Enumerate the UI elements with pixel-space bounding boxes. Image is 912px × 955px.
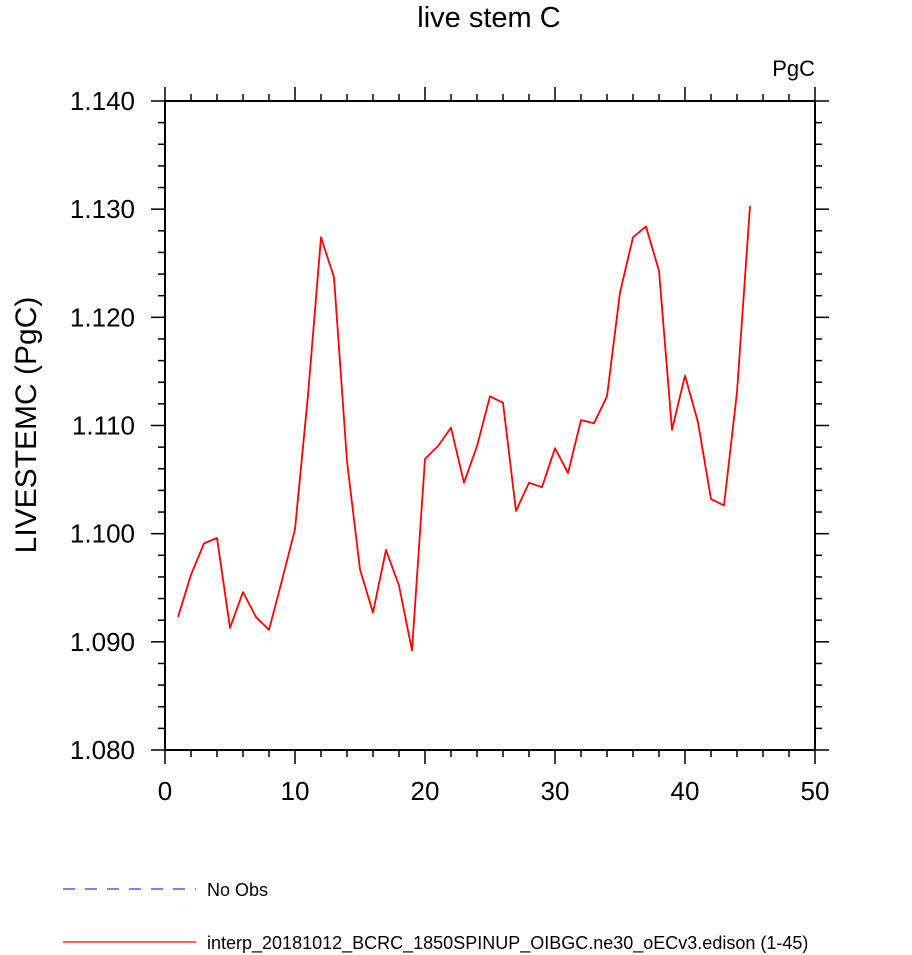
series-line — [177, 205, 751, 652]
legend-label: interp_20181012_BCRC_1850SPINUP_OIBGC.ne… — [207, 933, 808, 954]
x-tick-label: 10 — [281, 776, 310, 806]
y-tick-label: 1.140 — [70, 86, 135, 116]
plot-series — [177, 205, 751, 652]
legend: No Obs interp_20181012_BCRC_1850SPINUP_OI… — [63, 880, 808, 954]
y-tick-label: 1.120 — [70, 302, 135, 332]
x-tick-label: 40 — [671, 776, 700, 806]
axis-ticks — [151, 87, 829, 764]
x-tick-label: 50 — [801, 776, 830, 806]
y-tick-label: 1.080 — [70, 735, 135, 765]
units-label: PgC — [772, 56, 815, 81]
chart-title: live stem C — [417, 2, 560, 34]
x-tick-label: 30 — [541, 776, 570, 806]
y-tick-label: 1.130 — [70, 194, 135, 224]
axis-tick-labels: 0 10 20 30 40 50 1.080 1.090 1.100 1.110 1.120 1.13… — [70, 86, 830, 806]
y-axis-label: LIVESTEMC (PgC) — [10, 297, 43, 554]
y-tick-label: 1.110 — [72, 411, 135, 441]
plot-frame — [164, 100, 816, 751]
legend-label: No Obs — [207, 880, 268, 900]
y-tick-label: 1.100 — [70, 519, 135, 549]
y-tick-label: 1.090 — [70, 627, 135, 657]
x-tick-label: 20 — [411, 776, 440, 806]
x-tick-label: 0 — [158, 776, 172, 806]
